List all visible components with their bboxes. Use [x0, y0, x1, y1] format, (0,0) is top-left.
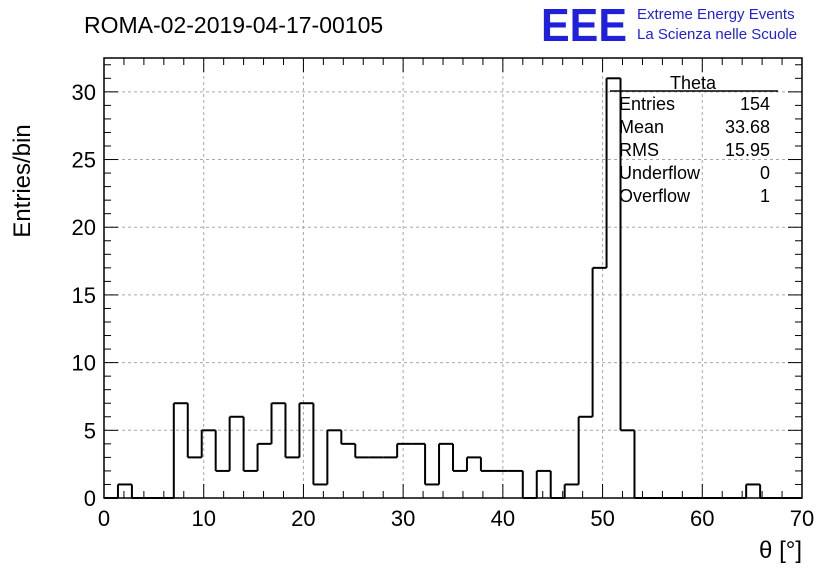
stats-box-title: Theta [670, 73, 717, 93]
eee-logo: EEE Extreme Energy Events La Scienza nel… [541, 0, 797, 51]
stats-box: Theta Entries 154 Mean 33.68 RMS 15.95 Underfl… [610, 73, 778, 206]
stats-row-value: 154 [740, 94, 770, 114]
stats-row-value: 1 [760, 186, 770, 206]
y-tick-label: 25 [72, 148, 96, 173]
stats-row-label: Mean [619, 117, 664, 137]
x-tick-label: 50 [590, 506, 614, 531]
y-tick-labels: 0 5 10 15 20 25 30 [72, 80, 96, 511]
x-tick-label: 10 [191, 506, 215, 531]
x-tick-label: 60 [690, 506, 714, 531]
x-tick-labels: 0 10 20 30 40 50 60 70 [98, 506, 814, 531]
y-tick-label: 5 [84, 418, 96, 443]
y-tick-label: 15 [72, 283, 96, 308]
logo-line1: Extreme Energy Events [637, 6, 795, 23]
plot-frame [103, 57, 803, 499]
x-axis-label: θ [°] [759, 537, 802, 564]
x-tick-label: 70 [790, 506, 814, 531]
stats-row-label: RMS [619, 140, 659, 160]
logo-mark: EEE [541, 0, 627, 51]
y-tick-label: 20 [72, 215, 96, 240]
stats-row-value: 33.68 [725, 117, 770, 137]
stats-row-value: 0 [760, 163, 770, 183]
stats-row-label: Entries [619, 94, 675, 114]
y-axis-label: Entries/bin [9, 124, 36, 237]
y-tick-label: 30 [72, 80, 96, 105]
stats-row-label: Underflow [619, 163, 701, 183]
x-tick-label: 30 [391, 506, 415, 531]
y-tick-label: 10 [72, 351, 96, 376]
x-tick-label: 40 [491, 506, 515, 531]
grid-lines [104, 58, 802, 498]
stats-box-rows: Entries 154 Mean 33.68 RMS 15.95 Underflow 0 Ove… [619, 94, 770, 206]
y-tick-label: 0 [84, 486, 96, 511]
stats-row-value: 15.95 [725, 140, 770, 160]
axes [103, 57, 803, 499]
logo-line2: La Scienza nelle Scuole [637, 26, 797, 43]
stats-row-label: Overflow [619, 186, 691, 206]
x-tick-label: 0 [98, 506, 110, 531]
x-tick-label: 20 [291, 506, 315, 531]
chart-title: ROMA-02-2019-04-17-00105 [84, 12, 383, 38]
histogram-bars [104, 77, 802, 499]
